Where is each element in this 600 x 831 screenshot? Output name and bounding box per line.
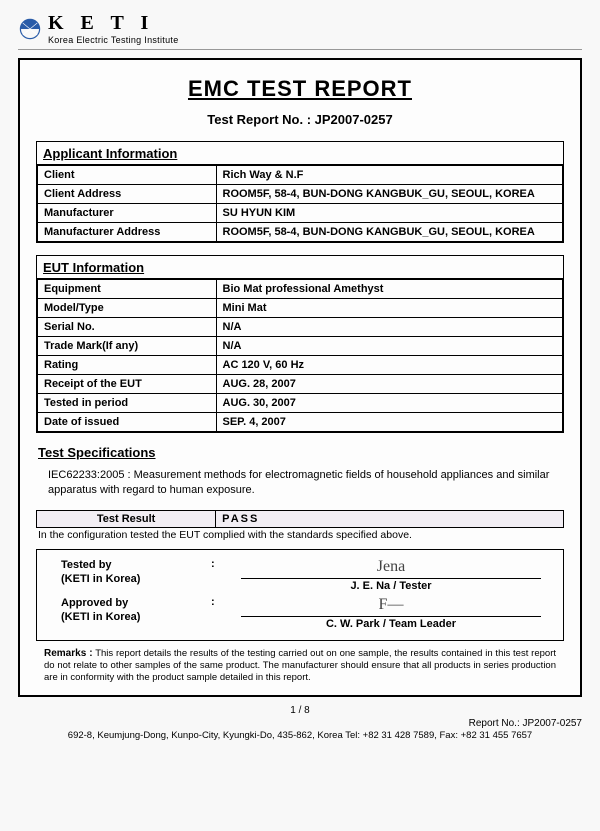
cell-value: SU HYUN KIM — [216, 204, 563, 223]
cell-label: Trade Mark(If any) — [38, 337, 217, 356]
tested-name: J. E. Na / Tester — [241, 578, 541, 592]
footer-report-no: Report No.: JP2007-0257 — [18, 718, 582, 729]
approved-signature: F— C. W. Park / Team Leader — [231, 596, 551, 630]
table-row: ClientRich Way & N.F — [38, 166, 563, 185]
cell-value: N/A — [216, 337, 563, 356]
cell-label: Tested in period — [38, 394, 217, 413]
tested-by-text: Tested by — [61, 559, 112, 571]
applicant-table: ClientRich Way & N.F Client AddressROOM5… — [37, 165, 563, 242]
applicant-section: Applicant Information ClientRich Way & N… — [36, 141, 564, 243]
remarks-text: This report details the results of the t… — [44, 648, 556, 684]
tested-signature: Jena J. E. Na / Tester — [231, 558, 551, 592]
colon: : — [211, 596, 231, 608]
keti-sub: (KETI in Korea) — [61, 573, 140, 585]
cell-label: Model/Type — [38, 299, 217, 318]
cell-value: ROOM5F, 58-4, BUN-DONG KANGBUK_GU, SEOUL… — [216, 185, 563, 204]
cell-label: Equipment — [38, 280, 217, 299]
footer-address: 692-8, Keumjung-Dong, Kunpo-City, Kyungk… — [18, 730, 582, 741]
spec-text: IEC62233:2005 : Measurement methods for … — [36, 466, 564, 500]
signature-scribble: F— — [231, 596, 551, 616]
cell-label: Receipt of the EUT — [38, 375, 217, 394]
approved-by-text: Approved by — [61, 597, 128, 609]
table-row: RatingAC 120 V, 60 Hz — [38, 356, 563, 375]
cell-value: AUG. 30, 2007 — [216, 394, 563, 413]
cell-value: ROOM5F, 58-4, BUN-DONG KANGBUK_GU, SEOUL… — [216, 223, 563, 242]
cell-label: Date of issued — [38, 413, 217, 432]
org-full: Korea Electric Testing Institute — [48, 35, 179, 45]
report-title: EMC TEST REPORT — [36, 76, 564, 102]
cell-value: AUG. 28, 2007 — [216, 375, 563, 394]
cell-value: AC 120 V, 60 Hz — [216, 356, 563, 375]
eut-table: EquipmentBio Mat professional Amethyst M… — [37, 279, 563, 432]
table-row: ManufacturerSU HYUN KIM — [38, 204, 563, 223]
tested-by-label: Tested by (KETI in Korea) — [61, 558, 211, 587]
report-number: Test Report No. : JP2007-0257 — [36, 112, 564, 127]
result-table: Test Result PASS — [36, 510, 564, 528]
cell-label: Client Address — [38, 185, 217, 204]
table-row: Model/TypeMini Mat — [38, 299, 563, 318]
result-value: PASS — [216, 510, 564, 527]
remarks-label: Remarks : — [44, 648, 93, 659]
table-row: Date of issuedSEP. 4, 2007 — [38, 413, 563, 432]
cell-label: Manufacturer Address — [38, 223, 217, 242]
cell-value: Bio Mat professional Amethyst — [216, 280, 563, 299]
applicant-heading: Applicant Information — [37, 142, 563, 165]
cell-label: Serial No. — [38, 318, 217, 337]
cell-label: Manufacturer — [38, 204, 217, 223]
signature-scribble: Jena — [231, 558, 551, 578]
colon: : — [211, 558, 231, 570]
page-number: 1 / 8 — [18, 705, 582, 716]
compliance-text: In the configuration tested the EUT comp… — [36, 528, 564, 549]
table-row: Test Result PASS — [37, 510, 564, 527]
approved-name: C. W. Park / Team Leader — [241, 616, 541, 630]
table-row: Receipt of the EUTAUG. 28, 2007 — [38, 375, 563, 394]
cell-label: Rating — [38, 356, 217, 375]
cell-value: Mini Mat — [216, 299, 563, 318]
eut-heading: EUT Information — [37, 256, 563, 279]
table-row: EquipmentBio Mat professional Amethyst — [38, 280, 563, 299]
table-row: Manufacturer AddressROOM5F, 58-4, BUN-DO… — [38, 223, 563, 242]
cell-value: SEP. 4, 2007 — [216, 413, 563, 432]
spec-heading: Test Specifications — [38, 445, 564, 460]
cell-value: Rich Way & N.F — [216, 166, 563, 185]
table-row: Trade Mark(If any)N/A — [38, 337, 563, 356]
keti-logo-icon — [18, 17, 42, 41]
table-row: Serial No.N/A — [38, 318, 563, 337]
result-label: Test Result — [37, 510, 216, 527]
org-abbr: K E T I — [48, 12, 179, 35]
approved-by-row: Approved by (KETI in Korea) : F— C. W. P… — [61, 596, 551, 630]
signature-block: Tested by (KETI in Korea) : Jena J. E. N… — [36, 549, 564, 641]
table-row: Client AddressROOM5F, 58-4, BUN-DONG KAN… — [38, 185, 563, 204]
tested-by-row: Tested by (KETI in Korea) : Jena J. E. N… — [61, 558, 551, 592]
cell-value: N/A — [216, 318, 563, 337]
org-block: K E T I Korea Electric Testing Institute — [48, 12, 179, 45]
table-row: Tested in periodAUG. 30, 2007 — [38, 394, 563, 413]
eut-section: EUT Information EquipmentBio Mat profess… — [36, 255, 564, 433]
page-header: K E T I Korea Electric Testing Institute — [18, 12, 582, 50]
cell-label: Client — [38, 166, 217, 185]
remarks: Remarks : This report details the result… — [36, 641, 564, 685]
approved-by-label: Approved by (KETI in Korea) — [61, 596, 211, 625]
report-frame: EMC TEST REPORT Test Report No. : JP2007… — [18, 58, 582, 697]
keti-sub-2: (KETI in Korea) — [61, 611, 140, 623]
